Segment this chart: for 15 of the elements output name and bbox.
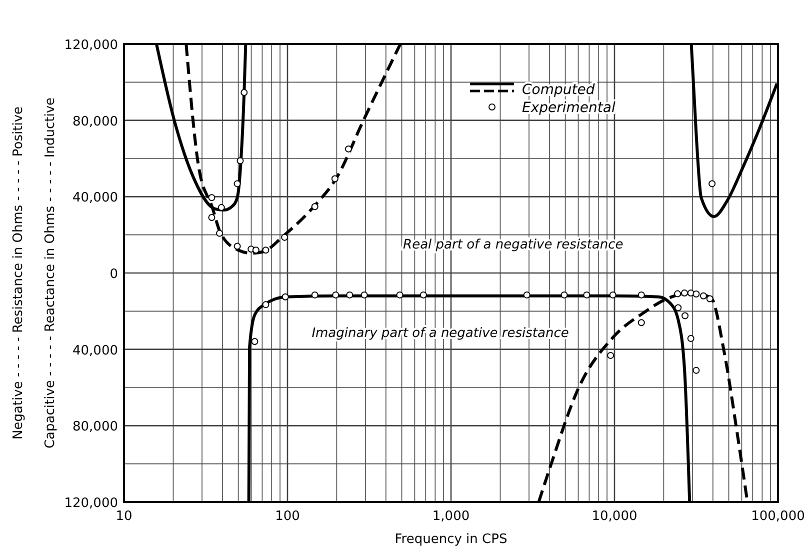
y-tick-label: 40,000 [72,190,118,206]
x-tick-label: 10 [116,509,132,524]
y-tick-label: 120,000 [64,38,118,53]
x-tick-label: 100 [275,509,300,524]
y-tick-label: 0 [110,267,118,282]
text: Capacitive - - - - - Reactance in Ohms - - - - - Inductive [43,97,58,449]
x-tick-label: 10,000 [592,509,638,524]
y-tick-label: 80,000 [72,420,118,435]
x-tick-label: 1,000 [432,509,470,524]
x-tick-label: 100,000 [751,509,805,524]
y-tick-label: 80,000 [72,114,118,130]
x-axis-title: Frequency in CPS [394,532,508,547]
y-tick-label: 40,000 [72,343,118,358]
y-axis-title: Negative - - - - - Resistance in Ohms - - - - - Positive [11,106,26,440]
y-tick-label: 120,000 [64,496,118,511]
